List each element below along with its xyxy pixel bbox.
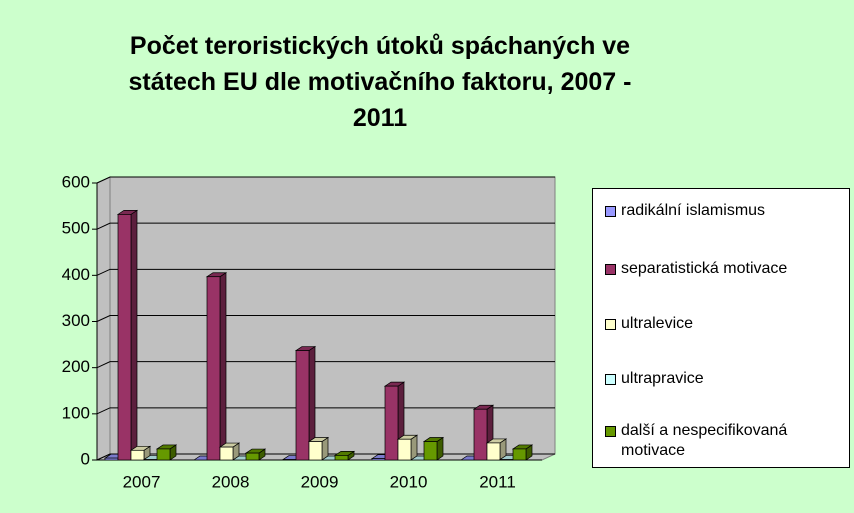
bar-front <box>295 350 310 461</box>
grid-line <box>96 361 555 369</box>
legend-item: radikální islamismus <box>605 201 845 221</box>
x-tick-label: 2011 <box>479 472 516 491</box>
bar-front <box>156 448 171 461</box>
y-tick-label: 200 <box>62 357 90 376</box>
bar-front <box>117 214 132 461</box>
bar <box>511 444 534 461</box>
legend-label: ultralevice <box>621 315 694 332</box>
bar-front <box>371 458 386 461</box>
legend-item: ultrapravice <box>605 369 845 389</box>
bar-front <box>130 449 145 461</box>
y-tick-label: 100 <box>62 403 90 422</box>
x-tick-label: 2010 <box>390 472 428 491</box>
bar-front <box>206 276 221 461</box>
bar-side <box>219 272 227 461</box>
bar <box>244 448 267 461</box>
bar <box>422 436 445 461</box>
bar <box>485 438 508 461</box>
bar <box>116 209 139 461</box>
x-tick-label: 2008 <box>212 472 250 491</box>
y-tick-label: 0 <box>81 449 90 468</box>
y-tick-label: 500 <box>62 219 90 238</box>
x-tick-label: 2009 <box>301 472 339 491</box>
chart-title: Počet teroristických útoků spáchaných ve… <box>128 32 632 132</box>
y-tick-label: 400 <box>62 265 90 284</box>
bar <box>205 272 228 461</box>
bar <box>396 434 419 461</box>
legend-label: další a nespecifikovaná motivace <box>621 422 788 459</box>
grid-line <box>96 268 555 276</box>
grid-line <box>96 222 555 230</box>
legend: radikální islamismus separatistická motiv… <box>592 188 850 468</box>
legend-item: další a nespecifikovaná motivace <box>605 421 845 461</box>
grid-line <box>96 407 555 415</box>
legend-item: ultralevice <box>605 314 845 334</box>
bar-side <box>130 209 138 461</box>
bar-front <box>423 441 438 461</box>
bar-front <box>397 438 412 461</box>
legend-label: radikální islamismus <box>621 202 766 219</box>
legend-swatch <box>605 319 616 330</box>
bar-front <box>245 452 260 461</box>
y-tick-label: 300 <box>62 311 90 330</box>
legend-swatch <box>605 426 616 437</box>
bar <box>155 444 178 461</box>
x-tick-label: 2007 <box>123 472 161 491</box>
bar-front <box>308 441 323 461</box>
bar <box>333 450 356 461</box>
legend-swatch <box>605 264 616 275</box>
y-tick-label: 600 <box>62 172 90 191</box>
bar-front <box>512 448 527 461</box>
bar <box>294 345 317 461</box>
bar-front <box>473 408 488 461</box>
bar-front <box>486 442 501 461</box>
bar <box>307 436 330 461</box>
bar-front <box>334 455 349 461</box>
legend-swatch <box>605 374 616 385</box>
legend-label: separatistická motivace <box>621 260 788 277</box>
bar <box>218 442 241 461</box>
legend-item: separatistická motivace <box>605 259 845 279</box>
bar-front <box>104 457 119 461</box>
grid-line <box>96 176 555 184</box>
legend-swatch <box>605 206 616 217</box>
bar-front <box>219 446 234 461</box>
grid-line <box>96 315 555 322</box>
bar-front <box>384 385 399 461</box>
legend-label: ultrapravice <box>621 370 704 387</box>
